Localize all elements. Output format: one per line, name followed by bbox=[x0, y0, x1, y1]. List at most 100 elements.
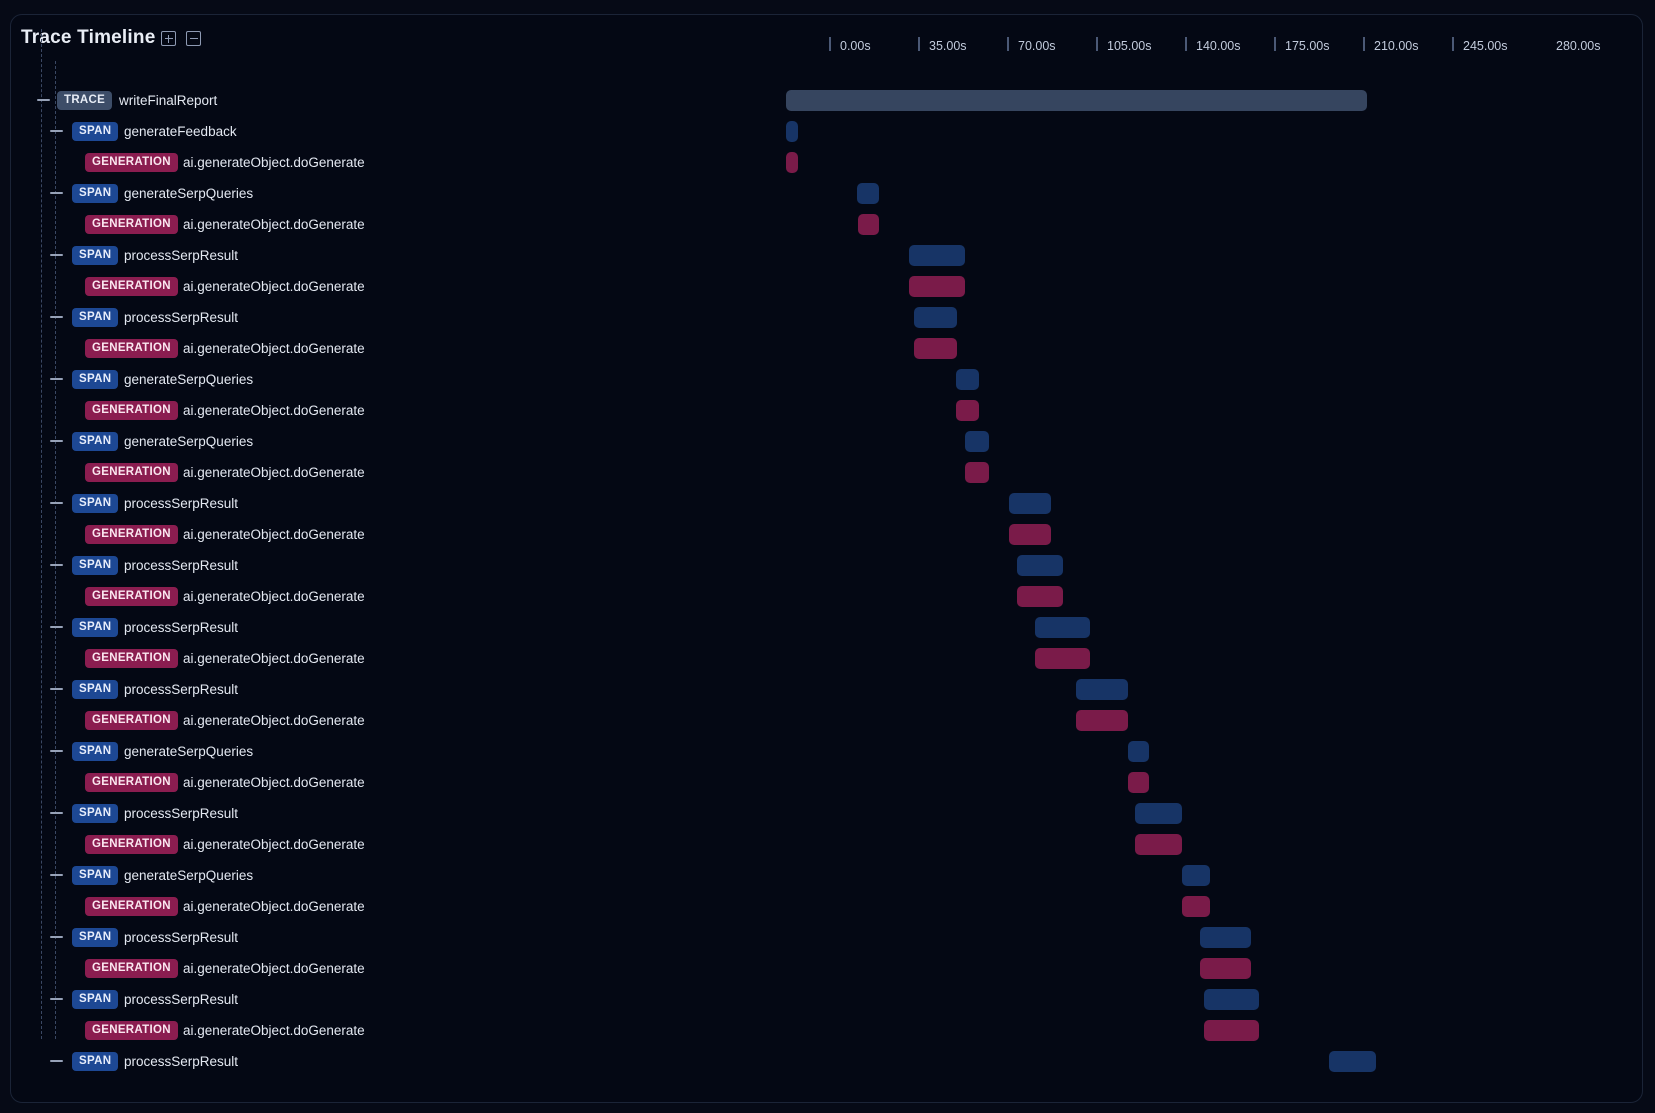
row-type-badge[interactable]: SPAN bbox=[72, 990, 119, 1009]
timeline-row[interactable]: SPAN generateSerpQueries bbox=[11, 178, 1642, 209]
row-name-label[interactable]: ai.generateObject.doGenerate bbox=[183, 899, 365, 914]
timeline-bar[interactable] bbox=[1017, 586, 1063, 607]
row-type-badge[interactable]: SPAN bbox=[72, 308, 119, 327]
timeline-bar[interactable] bbox=[1009, 524, 1051, 545]
timeline-bar[interactable] bbox=[1035, 617, 1090, 638]
row-type-badge[interactable]: GENERATION bbox=[85, 153, 178, 172]
timeline-bar[interactable] bbox=[857, 183, 879, 204]
timeline-row[interactable]: SPAN processSerpResult bbox=[11, 302, 1642, 333]
row-name-label[interactable]: processSerpResult bbox=[124, 248, 239, 263]
row-collapse-icon[interactable] bbox=[50, 378, 63, 380]
row-type-badge[interactable]: SPAN bbox=[72, 866, 119, 885]
timeline-bar[interactable] bbox=[1017, 555, 1063, 576]
timeline-row[interactable]: SPAN generateSerpQueries bbox=[11, 364, 1642, 395]
timeline-row[interactable]: GENERATION ai.generateObject.doGenerate bbox=[11, 581, 1642, 612]
timeline-bar[interactable] bbox=[1182, 865, 1210, 886]
timeline-row[interactable]: GENERATION ai.generateObject.doGenerate bbox=[11, 519, 1642, 550]
row-name-label[interactable]: generateSerpQueries bbox=[124, 372, 254, 387]
row-type-badge[interactable]: SPAN bbox=[72, 618, 119, 637]
timeline-row[interactable]: SPAN processSerpResult bbox=[11, 984, 1642, 1015]
row-type-badge[interactable]: GENERATION bbox=[85, 711, 178, 730]
timeline-bar[interactable] bbox=[956, 369, 979, 390]
timeline-bar[interactable] bbox=[1135, 834, 1182, 855]
collapse-all-icon[interactable] bbox=[186, 31, 201, 46]
row-type-badge[interactable]: GENERATION bbox=[85, 587, 178, 606]
row-collapse-icon[interactable] bbox=[50, 502, 63, 504]
timeline-row[interactable]: SPAN processSerpResult bbox=[11, 612, 1642, 643]
timeline-bar[interactable] bbox=[1009, 493, 1051, 514]
row-type-badge[interactable]: GENERATION bbox=[85, 649, 178, 668]
row-type-badge[interactable]: GENERATION bbox=[85, 401, 178, 420]
timeline-row[interactable]: GENERATION ai.generateObject.doGenerate bbox=[11, 953, 1642, 984]
row-type-badge[interactable]: GENERATION bbox=[85, 959, 178, 978]
timeline-bar[interactable] bbox=[1329, 1051, 1376, 1072]
row-name-label[interactable]: generateSerpQueries bbox=[124, 434, 254, 449]
timeline-row[interactable]: GENERATION ai.generateObject.doGenerate bbox=[11, 209, 1642, 240]
expand-all-icon[interactable] bbox=[161, 31, 176, 46]
row-name-label[interactable]: ai.generateObject.doGenerate bbox=[183, 837, 365, 852]
timeline-row[interactable]: GENERATION ai.generateObject.doGenerate bbox=[11, 1015, 1642, 1046]
timeline-bar[interactable] bbox=[786, 90, 1367, 111]
timeline-row[interactable]: SPAN generateSerpQueries bbox=[11, 736, 1642, 767]
row-collapse-icon[interactable] bbox=[50, 316, 63, 318]
row-collapse-icon[interactable] bbox=[50, 750, 63, 752]
row-name-label[interactable]: processSerpResult bbox=[124, 806, 239, 821]
row-type-badge[interactable]: SPAN bbox=[72, 246, 119, 265]
timeline-bar[interactable] bbox=[1076, 679, 1128, 700]
row-collapse-icon[interactable] bbox=[50, 130, 63, 132]
row-collapse-icon[interactable] bbox=[50, 998, 63, 1000]
row-type-badge[interactable]: GENERATION bbox=[85, 277, 178, 296]
timeline-row[interactable]: GENERATION ai.generateObject.doGenerate bbox=[11, 395, 1642, 426]
row-name-label[interactable]: ai.generateObject.doGenerate bbox=[183, 465, 365, 480]
timeline-bar[interactable] bbox=[909, 245, 965, 266]
timeline-bar[interactable] bbox=[965, 462, 989, 483]
timeline-bar[interactable] bbox=[1204, 1020, 1259, 1041]
timeline-bar[interactable] bbox=[1076, 710, 1128, 731]
row-name-label[interactable]: ai.generateObject.doGenerate bbox=[183, 527, 365, 542]
timeline-bar[interactable] bbox=[1204, 989, 1259, 1010]
timeline-bar[interactable] bbox=[786, 121, 798, 142]
row-type-badge[interactable]: GENERATION bbox=[85, 1021, 178, 1040]
row-name-label[interactable]: ai.generateObject.doGenerate bbox=[183, 155, 365, 170]
row-name-label[interactable]: processSerpResult bbox=[124, 682, 239, 697]
row-collapse-icon[interactable] bbox=[50, 440, 63, 442]
row-name-label[interactable]: generateSerpQueries bbox=[124, 744, 254, 759]
timeline-bar[interactable] bbox=[909, 276, 965, 297]
row-type-badge[interactable]: SPAN bbox=[72, 122, 119, 141]
row-name-label[interactable]: processSerpResult bbox=[124, 310, 239, 325]
timeline-row[interactable]: GENERATION ai.generateObject.doGenerate bbox=[11, 705, 1642, 736]
timeline-bar[interactable] bbox=[786, 152, 798, 173]
row-type-badge[interactable]: GENERATION bbox=[85, 835, 178, 854]
timeline-bar[interactable] bbox=[1200, 958, 1251, 979]
row-name-label[interactable]: processSerpResult bbox=[124, 1054, 239, 1069]
timeline-bar[interactable] bbox=[965, 431, 989, 452]
timeline-bar[interactable] bbox=[1135, 803, 1182, 824]
timeline-row[interactable]: SPAN processSerpResult bbox=[11, 922, 1642, 953]
timeline-row[interactable]: SPAN processSerpResult bbox=[11, 1046, 1642, 1077]
row-name-label[interactable]: processSerpResult bbox=[124, 558, 239, 573]
timeline-row[interactable]: SPAN processSerpResult bbox=[11, 674, 1642, 705]
row-type-badge[interactable]: SPAN bbox=[72, 370, 119, 389]
row-name-label[interactable]: ai.generateObject.doGenerate bbox=[183, 775, 365, 790]
row-collapse-icon[interactable] bbox=[50, 626, 63, 628]
row-type-badge[interactable]: SPAN bbox=[72, 184, 119, 203]
row-collapse-icon[interactable] bbox=[50, 192, 63, 194]
timeline-bar[interactable] bbox=[1128, 741, 1149, 762]
row-name-label[interactable]: processSerpResult bbox=[124, 620, 239, 635]
timeline-bar[interactable] bbox=[1200, 927, 1251, 948]
row-type-badge[interactable]: GENERATION bbox=[85, 463, 178, 482]
row-name-label[interactable]: processSerpResult bbox=[124, 992, 239, 1007]
timeline-row[interactable]: TRACE writeFinalReport bbox=[11, 85, 1642, 116]
row-type-badge[interactable]: GENERATION bbox=[85, 897, 178, 916]
row-name-label[interactable]: ai.generateObject.doGenerate bbox=[183, 961, 365, 976]
timeline-row[interactable]: GENERATION ai.generateObject.doGenerate bbox=[11, 333, 1642, 364]
row-type-badge[interactable]: TRACE bbox=[57, 91, 113, 110]
row-collapse-icon[interactable] bbox=[50, 936, 63, 938]
timeline-bar[interactable] bbox=[858, 214, 879, 235]
timeline-row[interactable]: GENERATION ai.generateObject.doGenerate bbox=[11, 767, 1642, 798]
row-type-badge[interactable]: SPAN bbox=[72, 432, 119, 451]
row-type-badge[interactable]: GENERATION bbox=[85, 339, 178, 358]
row-collapse-icon[interactable] bbox=[50, 254, 63, 256]
row-type-badge[interactable]: SPAN bbox=[72, 804, 119, 823]
timeline-bar[interactable] bbox=[956, 400, 979, 421]
